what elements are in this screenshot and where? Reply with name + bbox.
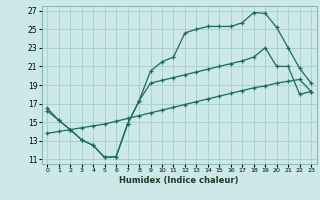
X-axis label: Humidex (Indice chaleur): Humidex (Indice chaleur) xyxy=(119,176,239,185)
